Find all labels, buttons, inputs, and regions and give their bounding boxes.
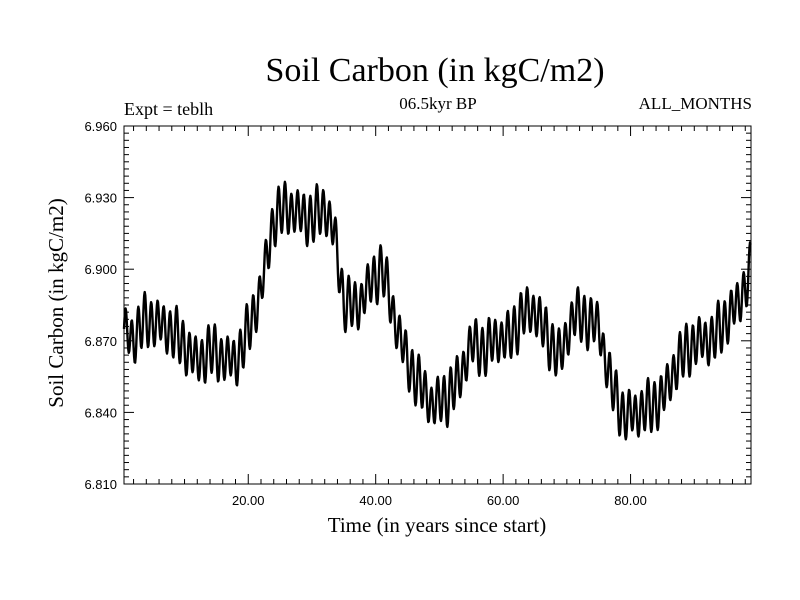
y-tick-label: 6.900 xyxy=(84,262,117,277)
axis-tick-labels: 20.00 40.00 60.00 80.00 6.810 6.840 6.870 6.900… xyxy=(84,119,646,508)
y-tick-label: 6.840 xyxy=(84,405,117,420)
x-tick-label: 60.00 xyxy=(487,493,520,508)
y-tick-label: 6.930 xyxy=(84,191,117,206)
x-tick-label: 20.00 xyxy=(232,493,265,508)
period-subtitle: 06.5kyr BP xyxy=(399,94,477,113)
y-axis-title: Soil Carbon (in kgC/m2) xyxy=(44,198,68,407)
x-axis-title: Time (in years since start) xyxy=(328,513,547,537)
x-tick-label: 80.00 xyxy=(614,493,647,508)
y-tick-label: 6.960 xyxy=(84,119,117,134)
y-tick-label: 6.810 xyxy=(84,477,117,492)
months-label: ALL_MONTHS xyxy=(638,94,752,113)
experiment-label: Expt = teblh xyxy=(124,99,214,119)
y-tick-label: 6.870 xyxy=(84,334,117,349)
series-line-soil-carbon xyxy=(122,180,752,441)
x-tick-label: 40.00 xyxy=(359,493,392,508)
chart-title: Soil Carbon (in kgC/m2) xyxy=(265,52,605,89)
axis-ticks xyxy=(124,125,751,485)
